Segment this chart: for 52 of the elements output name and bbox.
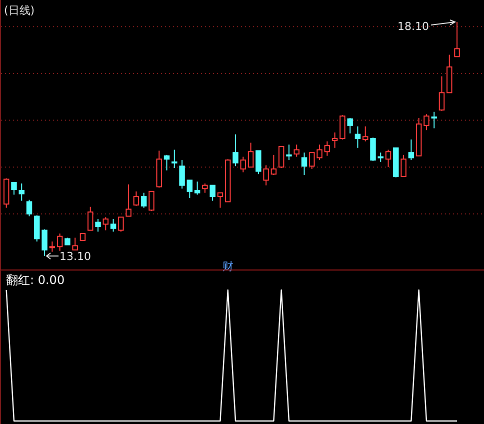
candlestick [424,114,430,131]
candlestick [56,233,63,252]
annotation: 18.10 [398,20,430,33]
candlestick [49,240,56,252]
candlestick [385,149,392,168]
candlestick [179,160,185,190]
candlestick [362,126,368,142]
candlestick [202,182,208,194]
candlestick [370,137,376,162]
candlestick [286,144,292,161]
candlestick [118,216,124,232]
candlestick [332,132,338,148]
candlestick [347,117,353,134]
candlestick [378,152,384,162]
candlestick [186,180,193,198]
candlestick [133,190,140,206]
candlestick [140,192,147,208]
candlestick [126,184,132,217]
candlestick [148,190,154,212]
candlestick [210,184,216,202]
candlestick [301,152,308,176]
candlestick [72,237,78,250]
candlestick [408,138,414,161]
candlestick [431,111,437,129]
candlestick [26,199,32,217]
candlestick [400,154,406,177]
candlestick [340,114,346,140]
candlestick [324,140,330,156]
series-label: 翻红: 0.00 [6,273,65,287]
candlestick [354,126,361,148]
candlestick [95,218,101,232]
candlestick [263,164,269,186]
candlestick [278,146,284,169]
chart-title: (日线) [4,4,35,17]
candlestick [217,192,224,208]
candlestick [18,182,24,202]
candlestick [454,22,460,58]
candlestick [240,156,246,173]
candlestick [110,218,116,232]
candlestick [88,206,94,231]
candlestick [172,149,178,169]
candlestick [102,216,109,231]
candlestick [256,150,262,175]
annotation: 13.10 [60,250,92,263]
candlestick [164,154,170,171]
candlestick [232,134,238,167]
candlestick [248,142,254,168]
candlestick [11,182,17,196]
candlestick [270,154,277,176]
candlestick [194,181,200,196]
candlestick [294,144,300,158]
candlestick [438,76,445,112]
